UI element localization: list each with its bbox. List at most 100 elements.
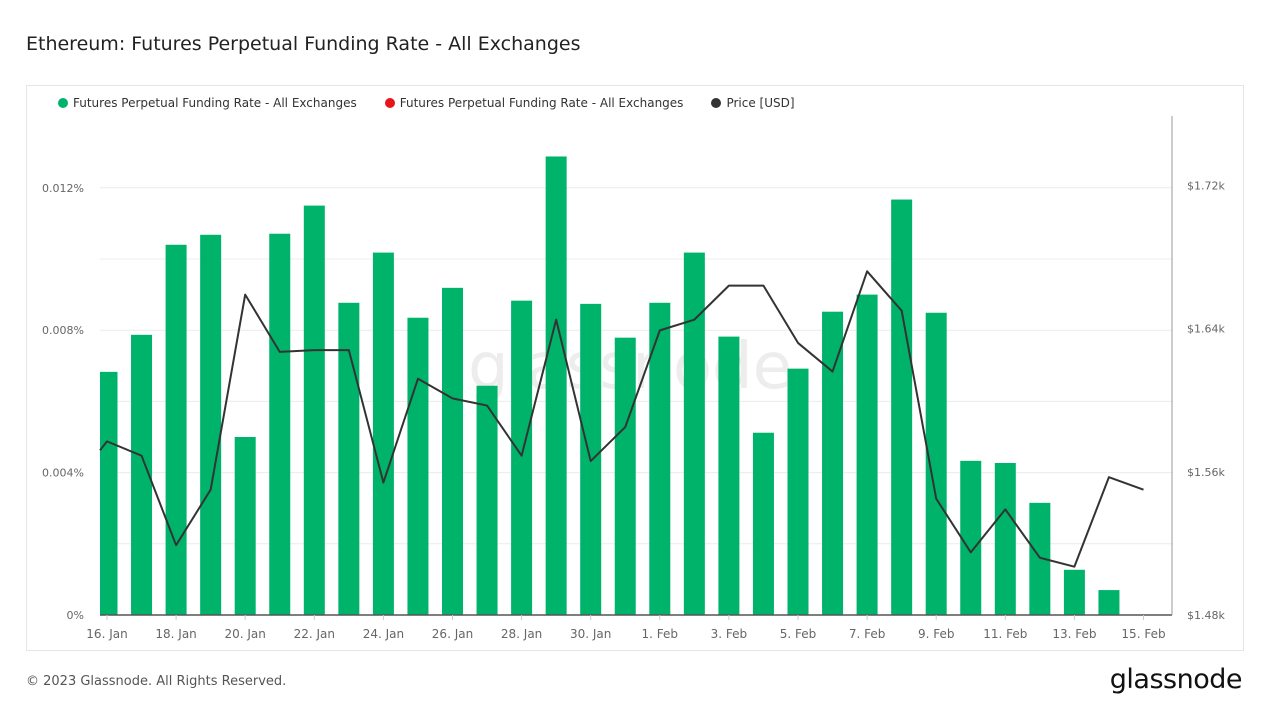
y-right-tick-label: $1.56k <box>1187 466 1225 479</box>
price-point[interactable] <box>379 479 387 487</box>
price-point[interactable] <box>1070 563 1078 571</box>
x-tick-label: 1. Feb <box>642 627 679 641</box>
price-point[interactable] <box>759 282 767 290</box>
price-point[interactable] <box>241 291 249 299</box>
glassnode-logo: glassnode <box>1109 664 1243 695</box>
price-point[interactable] <box>587 457 595 465</box>
funding-rate-bar[interactable] <box>683 252 705 616</box>
price-point[interactable] <box>345 346 353 354</box>
price-point[interactable] <box>207 486 215 494</box>
funding-rate-bar[interactable] <box>269 233 291 615</box>
funding-rate-bar[interactable] <box>131 334 153 615</box>
price-point[interactable] <box>794 339 802 347</box>
funding-rate-bar[interactable] <box>372 252 394 616</box>
price-point[interactable] <box>310 346 318 354</box>
x-tick-label: 13. Feb <box>1052 627 1096 641</box>
x-tick-label: 18. Jan <box>155 627 196 641</box>
funding-rate-bar[interactable] <box>994 462 1016 615</box>
x-tick-label: 30. Jan <box>570 627 611 641</box>
x-tick-label: 15. Feb <box>1121 627 1165 641</box>
price-point[interactable] <box>656 326 664 334</box>
funding-rate-bar[interactable] <box>752 432 774 615</box>
price-point[interactable] <box>690 316 698 324</box>
legend: Futures Perpetual Funding Rate - All Exc… <box>58 96 795 110</box>
y-left-tick-label: 0% <box>67 609 84 622</box>
price-point[interactable] <box>1001 505 1009 513</box>
legend-item-funding-negative[interactable]: Futures Perpetual Funding Rate - All Exc… <box>384 96 684 110</box>
funding-rate-bar[interactable] <box>442 287 463 615</box>
price-point[interactable] <box>621 423 629 431</box>
x-tick-label: 22. Jan <box>294 627 335 641</box>
price-point[interactable] <box>103 437 111 445</box>
funding-rate-bar[interactable] <box>1029 502 1051 615</box>
funding-rate-bar[interactable] <box>891 199 913 615</box>
funding-rate-bar[interactable] <box>614 337 636 615</box>
price-point[interactable] <box>518 452 526 460</box>
funding-rate-bar[interactable] <box>234 437 256 615</box>
y-right-tick-label: $1.48k <box>1187 609 1225 622</box>
legend-item-price[interactable]: Price [USD] <box>711 96 795 110</box>
y-left-tick-label: 0.004% <box>42 467 84 480</box>
x-tick-label: 11. Feb <box>983 627 1027 641</box>
x-tick-label: 24. Jan <box>363 627 404 641</box>
price-point[interactable] <box>863 267 871 275</box>
x-tick-label: 20. Jan <box>224 627 265 641</box>
price-point[interactable] <box>276 348 284 356</box>
x-tick-label: 28. Jan <box>501 627 542 641</box>
funding-rate-bar[interactable] <box>200 234 222 616</box>
y-right-tick-label: $1.72k <box>1187 179 1225 192</box>
funding-rate-bar[interactable] <box>718 336 740 615</box>
funding-rate-bar[interactable] <box>649 302 671 615</box>
chart-frame <box>26 85 1244 651</box>
funding-rate-bar[interactable] <box>338 302 360 615</box>
legend-dot-icon <box>58 98 68 108</box>
y-left-tick-label: 0.008% <box>42 324 84 337</box>
price-line <box>99 270 1144 568</box>
legend-label: Futures Perpetual Funding Rate - All Exc… <box>399 96 684 110</box>
funding-rate-bar[interactable] <box>511 300 533 615</box>
funding-rate-bar[interactable] <box>925 312 947 615</box>
price-point[interactable] <box>829 368 837 376</box>
legend-label: Price [USD] <box>726 96 795 110</box>
x-tick-label: 16. Jan <box>86 627 127 641</box>
funding-rate-bar[interactable] <box>822 311 844 615</box>
legend-dot-icon <box>384 98 395 108</box>
price-point[interactable] <box>414 375 422 383</box>
funding-rate-bar[interactable] <box>787 368 809 615</box>
chart-title: Ethereum: Futures Perpetual Funding Rate… <box>26 33 581 55</box>
price-point[interactable] <box>725 282 733 290</box>
funding-rate-bar[interactable] <box>97 371 118 615</box>
funding-rate-bar[interactable] <box>1063 569 1085 615</box>
price-point[interactable] <box>483 402 491 410</box>
funding-rate-bar[interactable] <box>1098 590 1120 615</box>
legend-label: Futures Perpetual Funding Rate - All Exc… <box>73 96 357 110</box>
x-tick-label: 5. Feb <box>780 627 817 641</box>
x-tick-label: 9. Feb <box>918 627 955 641</box>
price-point[interactable] <box>932 495 940 503</box>
copyright: © 2023 Glassnode. All Rights Reserved. <box>26 674 287 689</box>
price-point[interactable] <box>449 394 457 402</box>
legend-dot-icon <box>711 98 722 108</box>
funding-rate-bar[interactable] <box>960 460 982 615</box>
funding-rate-bar[interactable] <box>165 244 187 615</box>
y-left-tick-label: 0.012% <box>42 182 84 195</box>
price-point[interactable] <box>1105 473 1113 481</box>
x-tick-label: 7. Feb <box>849 627 886 641</box>
x-tick-label: 26. Jan <box>432 627 473 641</box>
x-tick-label: 3. Feb <box>711 627 748 641</box>
price-point[interactable] <box>967 548 975 556</box>
funding-rate-bar[interactable] <box>303 205 325 615</box>
y-right-tick-label: $1.64k <box>1187 323 1225 336</box>
price-point[interactable] <box>1140 486 1148 494</box>
funding-rate-bar[interactable] <box>545 156 567 616</box>
price-point[interactable] <box>138 452 146 460</box>
legend-item-funding-positive[interactable]: Futures Perpetual Funding Rate - All Exc… <box>58 96 357 110</box>
price-point[interactable] <box>552 316 560 324</box>
funding-rate-bar[interactable] <box>856 294 878 615</box>
price-point[interactable] <box>172 541 180 549</box>
funding-rate-bar[interactable] <box>407 317 429 615</box>
funding-rate-bar[interactable] <box>476 385 498 615</box>
price-point[interactable] <box>898 307 906 315</box>
price-point[interactable] <box>1036 554 1044 562</box>
